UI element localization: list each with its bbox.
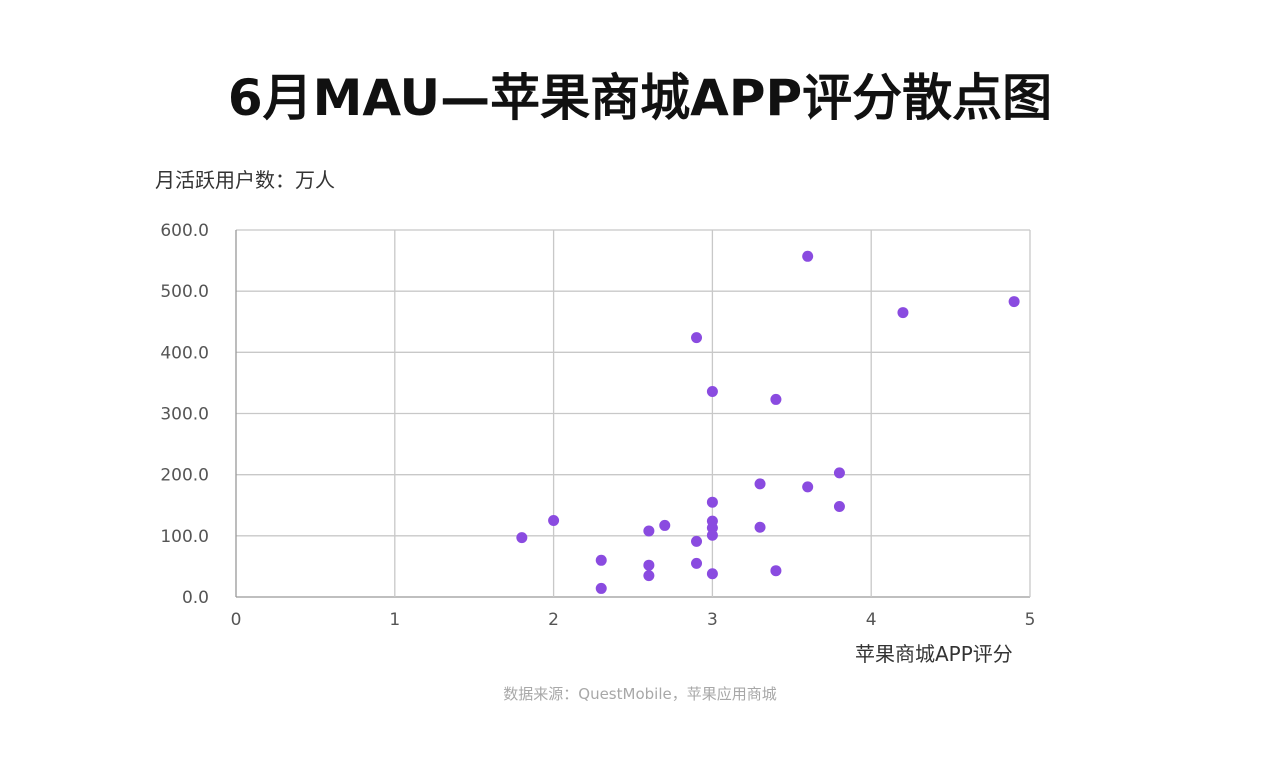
y-axis-label: 月活跃用户数：万人 [155, 168, 335, 192]
chart-title: 6月MAU—苹果商城APP评分散点图 [227, 69, 1053, 127]
grid-layer [235, 229, 1031, 598]
data-point [706, 529, 718, 541]
data-point [691, 557, 703, 569]
x-tick-label: 0 [231, 610, 242, 630]
y-tick-label: 200.0 [160, 466, 209, 486]
data-point [754, 478, 766, 490]
data-point [643, 525, 655, 537]
tick-label-layer: 0.0 100.0 200.0 300.0 400.0 500.0 600.0 0 1 2 3 4 5 [160, 221, 1035, 630]
x-tick-label: 4 [866, 610, 877, 630]
data-point [643, 570, 655, 582]
data-point [595, 554, 607, 566]
data-point [754, 521, 766, 533]
x-axis-label: 苹果商城APP评分 [855, 642, 1013, 666]
y-tick-label: 500.0 [160, 282, 209, 302]
y-tick-label: 600.0 [160, 221, 209, 241]
data-point [770, 393, 782, 405]
data-point [802, 250, 814, 262]
x-tick-label: 5 [1025, 610, 1036, 630]
y-tick-label: 0.0 [182, 588, 209, 608]
data-point [833, 467, 845, 479]
data-point [691, 332, 703, 344]
data-point [833, 500, 845, 512]
data-point [691, 535, 703, 547]
data-point [659, 519, 671, 531]
data-point [1008, 296, 1020, 308]
data-point [595, 582, 607, 594]
x-tick-label: 3 [707, 610, 718, 630]
data-point [706, 385, 718, 397]
data-source-note: 数据来源：QuestMobile，苹果应用商城 [503, 685, 777, 703]
y-tick-label: 100.0 [160, 527, 209, 547]
data-point-layer [516, 250, 1020, 594]
y-tick-label: 300.0 [160, 405, 209, 425]
data-point [643, 559, 655, 571]
data-point [770, 565, 782, 577]
x-tick-label: 1 [389, 610, 400, 630]
y-tick-label: 400.0 [160, 343, 209, 363]
data-point [897, 307, 909, 319]
data-point [516, 532, 528, 544]
x-tick-label: 2 [548, 610, 559, 630]
data-point [706, 568, 718, 580]
data-point [548, 515, 560, 527]
data-point [802, 481, 814, 493]
data-point [706, 496, 718, 508]
